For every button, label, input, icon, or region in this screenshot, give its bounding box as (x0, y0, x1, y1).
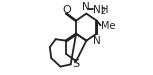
Text: O: O (63, 5, 71, 15)
Text: NH: NH (93, 5, 109, 15)
Text: Me: Me (101, 21, 116, 31)
Text: N: N (93, 36, 101, 46)
Text: N: N (82, 2, 90, 12)
Text: 2: 2 (101, 7, 106, 16)
Text: S: S (73, 59, 80, 69)
